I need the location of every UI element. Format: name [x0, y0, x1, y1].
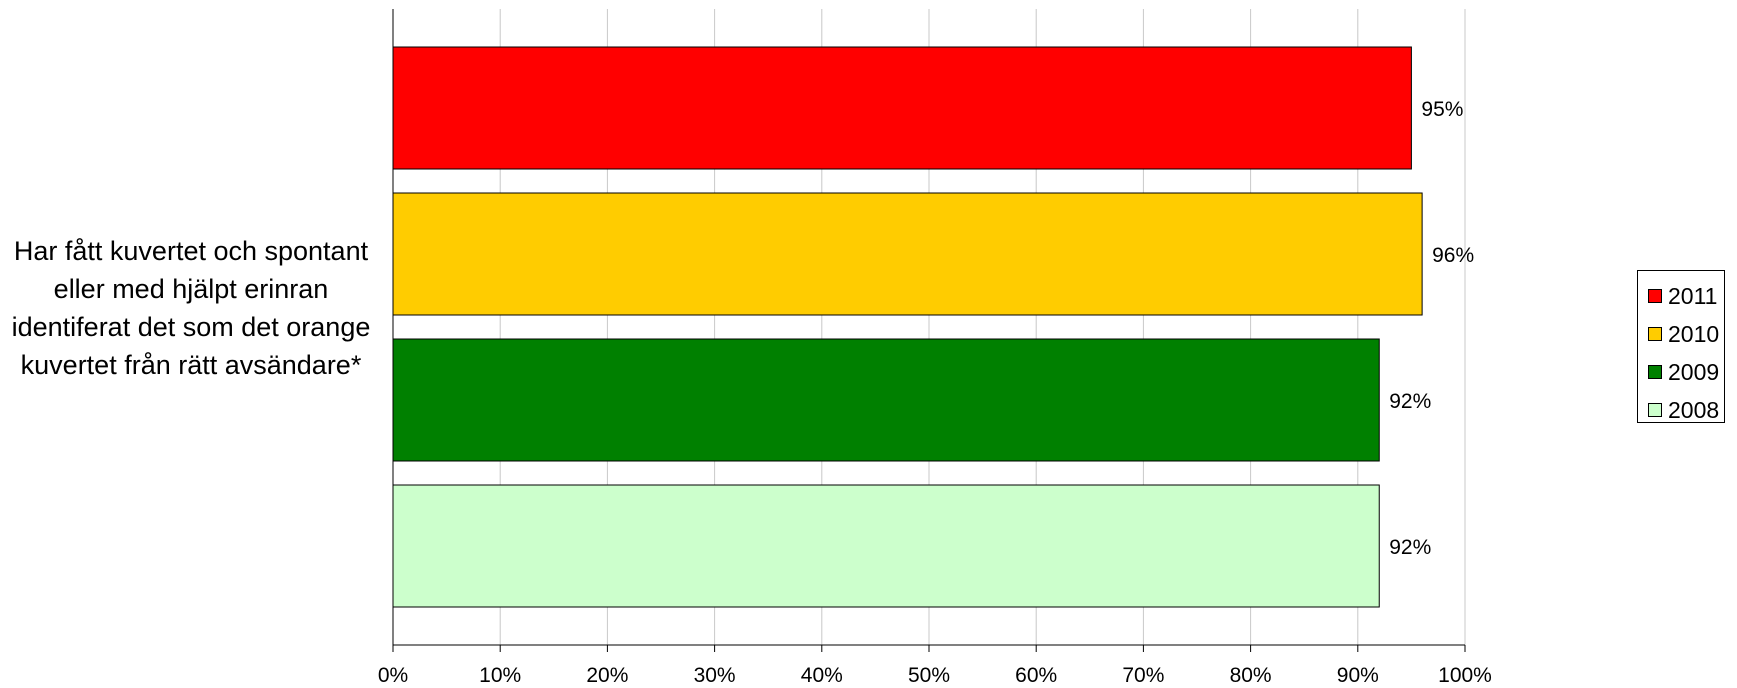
legend-swatch-2008: [1648, 403, 1662, 417]
x-tick-label: 40%: [801, 664, 843, 687]
legend-swatch-2011: [1648, 289, 1662, 303]
legend-item-2008: 2008: [1638, 391, 1724, 429]
legend-label-2011: 2011: [1668, 282, 1718, 309]
bar-2009: [392, 338, 1380, 462]
legend-item-2011: 2011: [1638, 277, 1724, 315]
legend-label-2010: 2010: [1668, 320, 1720, 347]
bar-2011: [392, 46, 1412, 170]
legend: 2011 2010 2009 2008: [1637, 270, 1725, 423]
bar-2008: [392, 484, 1380, 608]
category-label: Har fått kuvertet och spontant eller med…: [11, 236, 371, 380]
legend-label-2009: 2009: [1668, 358, 1720, 385]
legend-item-2010: 2010: [1638, 315, 1724, 353]
data-label-2008: 92%: [1389, 536, 1431, 559]
x-tick-label: 0%: [378, 664, 408, 687]
x-tick-label: 10%: [479, 664, 521, 687]
x-tick-label: 20%: [586, 664, 628, 687]
data-label-2009: 92%: [1389, 390, 1431, 413]
legend-item-2009: 2009: [1638, 353, 1724, 391]
x-tick-label: 30%: [694, 664, 736, 687]
legend-swatch-2009: [1648, 365, 1662, 379]
x-tick-label: 80%: [1230, 664, 1272, 687]
legend-label-2008: 2008: [1668, 396, 1720, 423]
x-tick-label: 60%: [1015, 664, 1057, 687]
legend-swatch-2010: [1648, 327, 1662, 341]
x-tick-label: 50%: [908, 664, 950, 687]
x-tick-label: 90%: [1337, 664, 1379, 687]
bar-2010: [392, 192, 1423, 316]
data-label-2011: 95%: [1421, 98, 1463, 121]
x-tick-label: 100%: [1438, 664, 1492, 687]
data-label-2010: 96%: [1432, 244, 1474, 267]
x-tick-label: 70%: [1122, 664, 1164, 687]
